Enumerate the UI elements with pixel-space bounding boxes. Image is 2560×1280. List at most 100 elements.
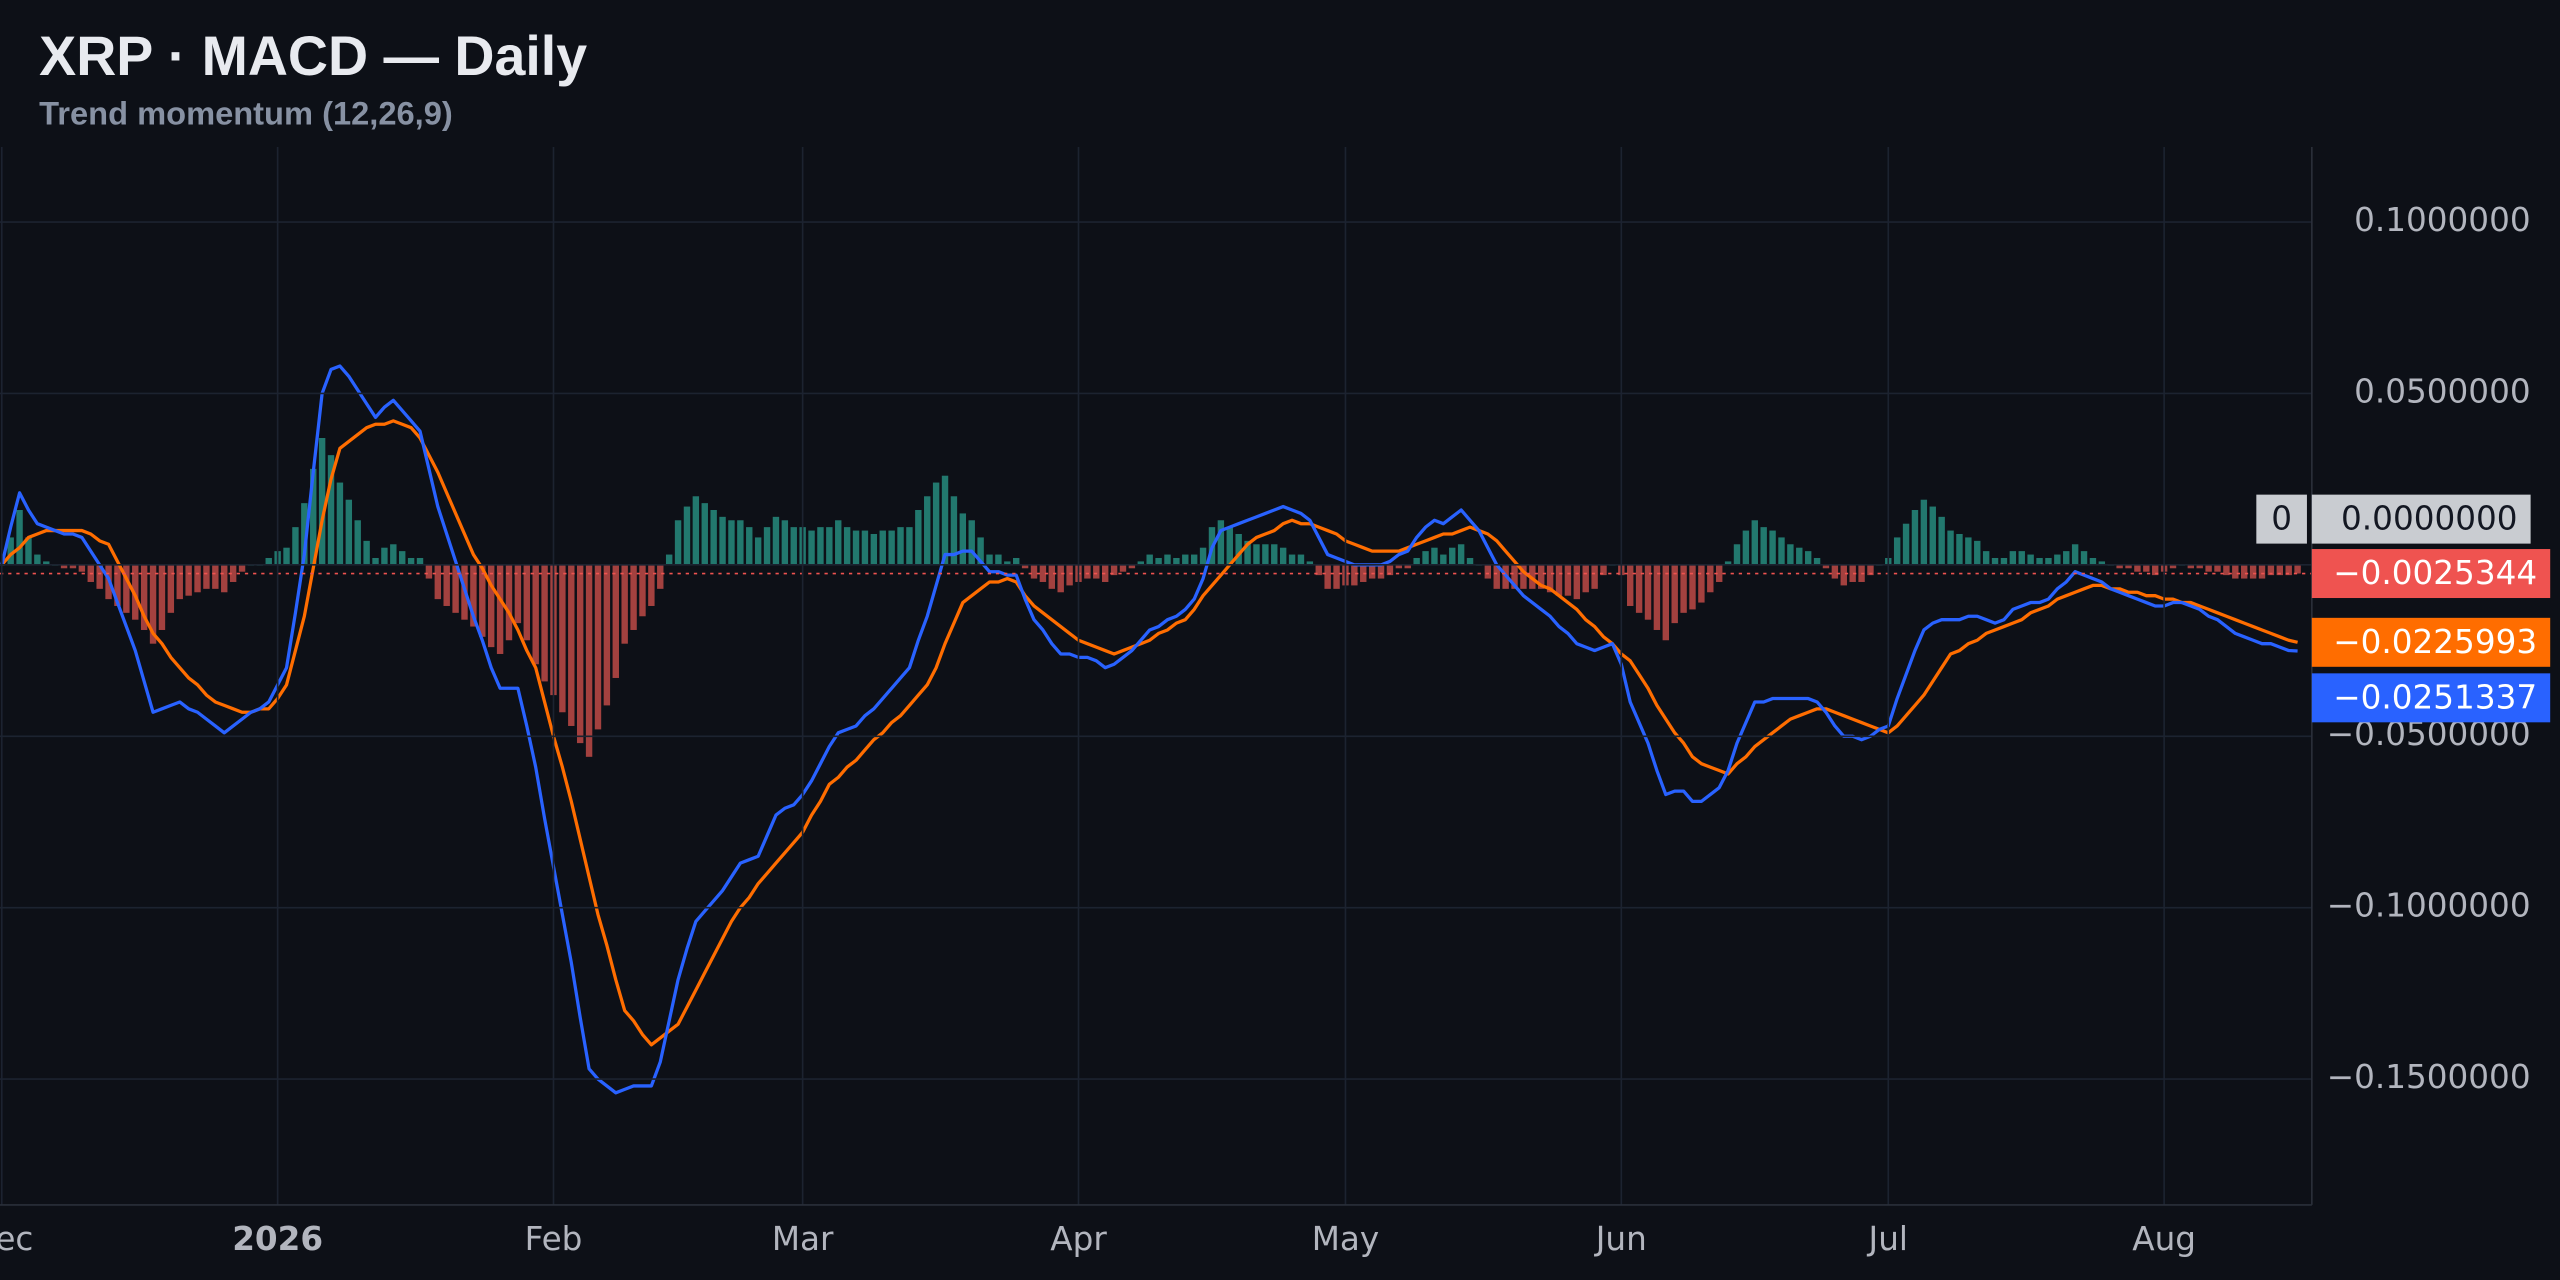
histogram-bar <box>2045 557 2052 565</box>
histogram-bar <box>96 564 103 589</box>
histogram-bar <box>2267 564 2275 576</box>
histogram-bar <box>1093 564 1100 579</box>
histogram-bar <box>1787 544 1794 565</box>
last-value-badge <box>2311 617 2551 667</box>
histogram-bar <box>861 530 869 565</box>
histogram-bar <box>719 516 726 565</box>
histogram-bar <box>1021 564 1029 569</box>
histogram-bar <box>185 564 192 596</box>
histogram-bar <box>692 496 700 565</box>
y-tick-label: −0.1500000 <box>2327 1058 2531 1096</box>
histogram-bar <box>1804 551 1812 565</box>
histogram-bar <box>167 564 175 613</box>
histogram-bar <box>1244 540 1251 565</box>
y-tick-label: −0.1000000 <box>2327 887 2531 925</box>
histogram-bar <box>2089 557 2097 565</box>
histogram-bar <box>1715 564 1723 582</box>
y-tick-badge <box>2311 494 2531 544</box>
histogram-bar <box>2063 551 2070 565</box>
histogram-bar <box>78 564 86 572</box>
histogram-bar <box>1591 564 1598 589</box>
histogram-bar <box>1057 564 1064 593</box>
histogram-bar <box>327 455 335 565</box>
histogram-bar <box>505 564 513 641</box>
histogram-bar <box>986 554 993 565</box>
histogram-bar <box>2214 564 2221 572</box>
histogram-bar <box>968 520 975 565</box>
histogram-bar <box>318 437 326 565</box>
histogram-bar <box>194 564 201 593</box>
x-tick-label: Jun <box>1594 1220 1647 1258</box>
histogram-bar <box>2196 564 2203 569</box>
histogram-bar <box>1653 564 1661 630</box>
histogram-bar <box>1751 520 1758 565</box>
histogram-bar <box>479 564 486 637</box>
histogram-bar <box>336 482 344 565</box>
histogram-bar <box>835 520 842 565</box>
histogram-bar <box>701 503 708 565</box>
histogram-bar <box>203 564 210 589</box>
histogram-bar <box>452 564 459 613</box>
histogram-bar <box>897 527 904 565</box>
histogram-bar <box>1297 554 1305 565</box>
histogram-bar <box>292 527 299 565</box>
histogram-bar <box>1982 551 1990 565</box>
histogram-bar <box>932 482 940 565</box>
histogram-bar <box>1956 533 1963 565</box>
histogram-bar <box>1004 561 1011 565</box>
histogram-bar <box>568 564 575 726</box>
histogram-bar <box>1466 557 1474 565</box>
histogram-bar <box>1680 564 1687 613</box>
histogram-bar <box>754 537 762 565</box>
histogram-bar <box>941 475 949 565</box>
histogram-bar <box>630 564 637 630</box>
hline-badge <box>2256 494 2307 544</box>
last-value-label: −0.0251337 <box>2333 678 2537 716</box>
histogram-bar <box>532 564 539 665</box>
histogram-bar <box>1084 564 1091 579</box>
histogram-bar <box>843 527 851 565</box>
histogram-bar <box>906 527 913 565</box>
histogram-bar <box>977 537 984 565</box>
histogram-bar <box>1217 520 1225 565</box>
histogram-bar <box>2285 564 2292 576</box>
histogram-bar <box>603 564 611 706</box>
histogram-bar <box>639 564 646 617</box>
histogram-bar <box>416 557 424 565</box>
histogram-bar <box>1573 564 1581 600</box>
histogram-bar <box>1066 564 1073 586</box>
histogram-bar <box>1377 564 1385 579</box>
histogram-bar <box>1600 564 1607 576</box>
histogram-bar <box>1360 564 1367 582</box>
histogram-bar <box>1920 499 1928 565</box>
histogram-bar <box>345 499 353 565</box>
hline-label: 0 <box>2271 500 2292 538</box>
histogram-bar <box>1724 561 1732 565</box>
histogram-bar <box>1564 564 1572 596</box>
histogram-bar <box>310 468 317 565</box>
histogram-bar <box>1965 537 1972 565</box>
histogram-bar <box>1386 564 1394 576</box>
histogram-bar <box>229 564 237 582</box>
histogram-bar <box>2036 557 2043 565</box>
histogram-bar <box>1182 554 1189 565</box>
histogram-bar <box>2098 561 2106 565</box>
histogram-bar <box>1493 564 1500 589</box>
histogram-bar <box>1893 537 1901 565</box>
histogram-bar <box>238 564 246 572</box>
histogram-bar <box>363 540 370 565</box>
histogram-bar <box>43 561 50 565</box>
histogram-bar <box>852 530 860 565</box>
histogram-bar <box>1911 509 1919 565</box>
histogram-bar <box>372 557 379 565</box>
histogram-bar <box>25 537 32 565</box>
histogram-bar <box>1404 564 1411 569</box>
histogram-bar <box>1155 557 1162 565</box>
histogram-bar <box>514 564 522 624</box>
histogram-bar <box>1271 544 1278 565</box>
histogram-bar <box>594 564 602 730</box>
histogram-bar <box>728 520 735 565</box>
histogram-bar <box>2143 564 2150 572</box>
histogram-bar <box>665 554 673 565</box>
histogram-bar <box>808 530 815 565</box>
